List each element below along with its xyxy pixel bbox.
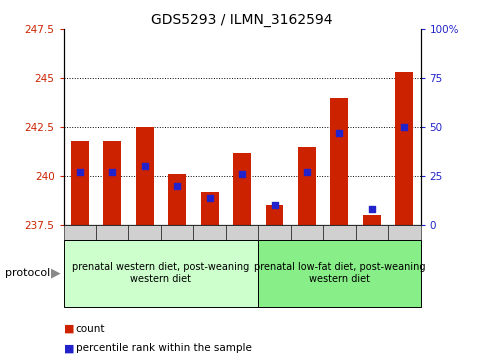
Bar [265,205,283,225]
Point [303,169,310,175]
Bar [362,215,380,225]
Text: prenatal low-fat diet, post-weaning
western diet: prenatal low-fat diet, post-weaning west… [253,262,424,284]
Text: percentile rank within the sample: percentile rank within the sample [76,343,251,354]
Point [238,171,245,177]
Point [400,124,407,130]
Text: count: count [76,323,105,334]
Point [76,169,83,175]
Point [141,163,148,169]
Bar [395,72,412,225]
Text: ▶: ▶ [51,267,61,280]
Bar [136,127,153,225]
Point [173,183,181,189]
Bar [297,147,315,225]
Bar [168,174,186,225]
Point [108,169,116,175]
Bar [330,98,347,225]
Bar [71,141,88,225]
Bar [233,152,250,225]
Text: ■: ■ [63,343,74,354]
Point [205,195,213,200]
Bar [103,141,121,225]
Title: GDS5293 / ILMN_3162594: GDS5293 / ILMN_3162594 [151,13,332,26]
Point [270,203,278,208]
Bar [200,192,218,225]
Point [367,207,375,212]
Text: protocol: protocol [5,268,50,278]
Point [335,130,343,136]
Text: prenatal western diet, post-weaning
western diet: prenatal western diet, post-weaning west… [72,262,249,284]
Text: ■: ■ [63,323,74,334]
